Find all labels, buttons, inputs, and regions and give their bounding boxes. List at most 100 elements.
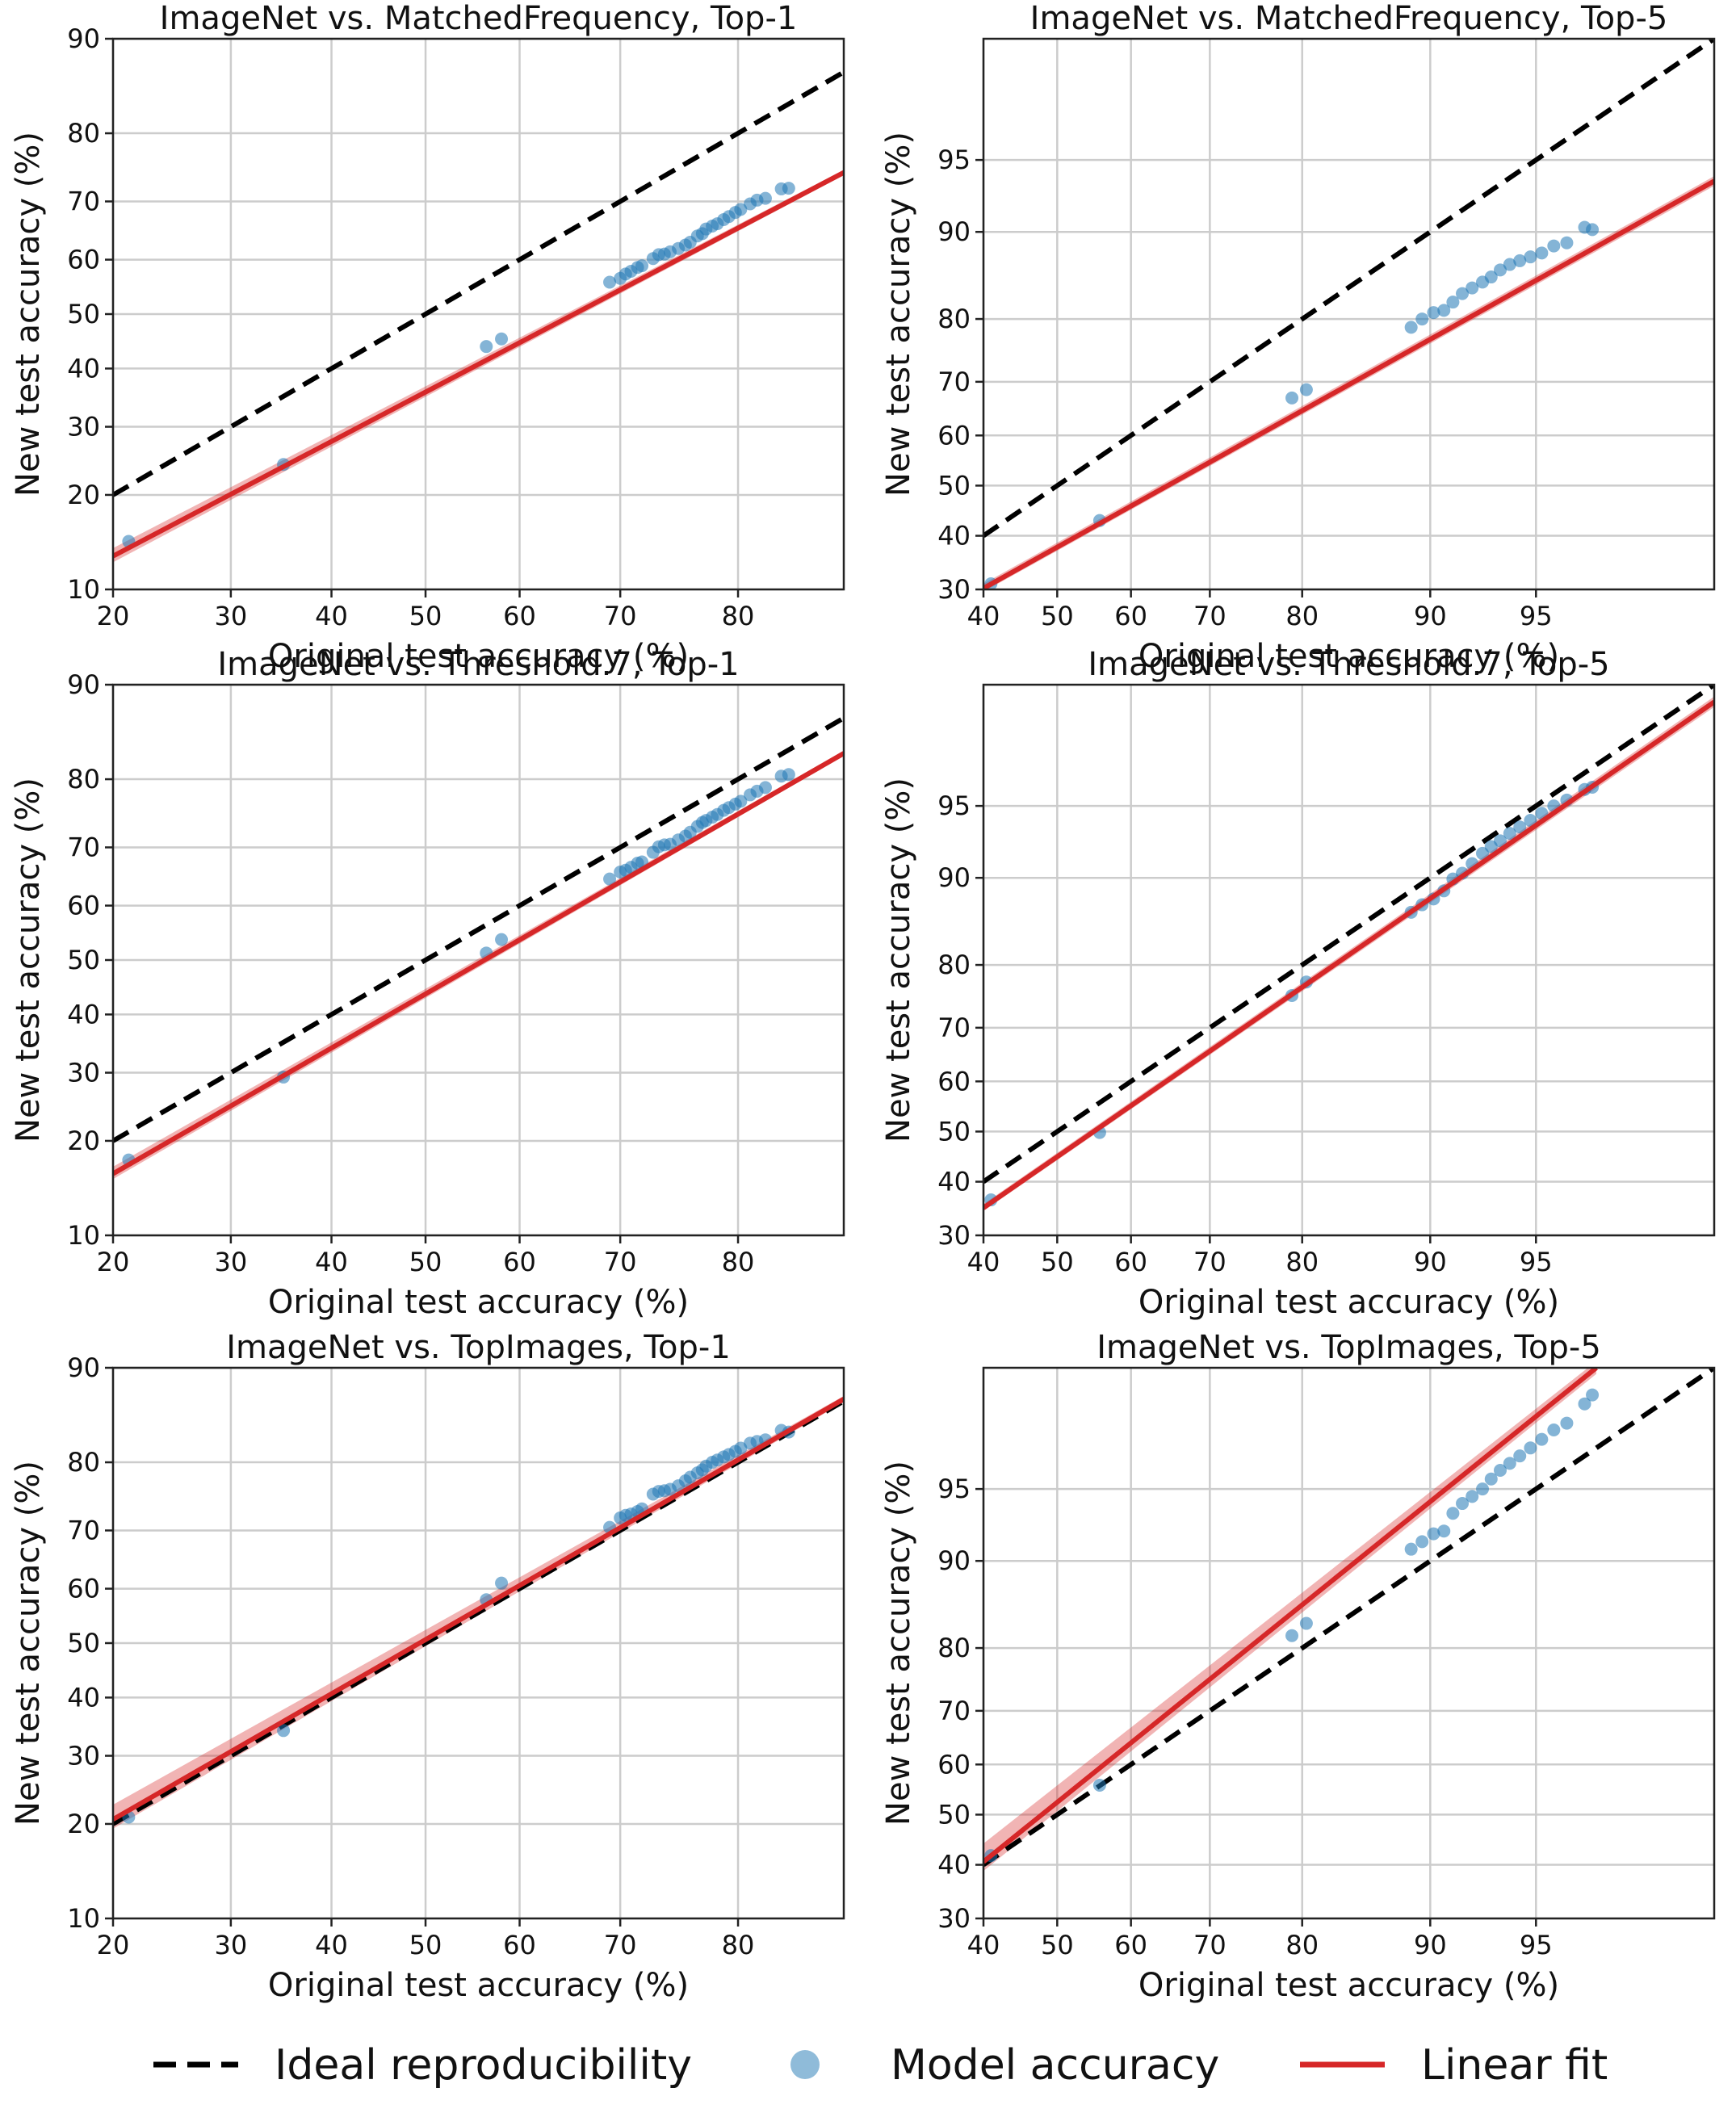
x-tick-label: 30: [215, 1247, 248, 1277]
x-tick-label: 50: [409, 1247, 442, 1277]
x-axis-label: Original test accuracy (%): [268, 638, 689, 675]
y-tick-label: 60: [67, 891, 100, 921]
gridlines: [982, 685, 1714, 1237]
model-accuracy-point: [1285, 1629, 1299, 1642]
y-tick-label: 10: [67, 1220, 100, 1251]
y-tick-label: 40: [937, 1167, 971, 1197]
x-tick-label: 70: [604, 1930, 637, 1960]
ideal-reproducibility-line: [983, 1368, 1714, 1868]
chart-title: ImageNet vs. MatchedFrequency, Top-1: [160, 0, 798, 37]
y-tick-label: 90: [67, 1352, 100, 1383]
y-tick-label: 95: [937, 145, 971, 175]
y-tick-label: 30: [937, 1903, 971, 1934]
x-tick-label: 80: [1285, 1247, 1319, 1277]
y-tick-label: 10: [67, 574, 100, 605]
legend-item: Linear fit: [1300, 2041, 1608, 2090]
gridlines: [982, 39, 1714, 591]
model-accuracy-point: [1524, 814, 1537, 828]
legend-label: Model accuracy: [891, 2041, 1219, 2090]
ideal-reproducibility-line: [113, 69, 844, 497]
y-tick-label: 80: [937, 1633, 971, 1663]
model-accuracy-point: [1503, 258, 1516, 271]
model-accuracy-point: [1456, 287, 1470, 300]
chart-panel-5: 20 30 40 50 60 70 80102030405060708090ImageNet…: [10, 1329, 845, 2004]
linear-fit-line: [983, 699, 1714, 1210]
model-accuracy-point: [1547, 239, 1561, 253]
x-tick-label: 90: [1414, 601, 1447, 631]
y-tick-label: 90: [67, 669, 100, 700]
x-tick-label: 50: [409, 601, 442, 631]
chart-title: ImageNet vs. Threshold.7, Top-1: [217, 646, 739, 683]
model-accuracy-point: [1586, 223, 1600, 237]
linear-fit-line: [113, 1397, 844, 1822]
model-accuracy-point: [1494, 834, 1507, 848]
linear-fit-line: [113, 170, 844, 559]
x-tick-label: 30: [215, 601, 248, 631]
x-tick-label: 40: [315, 1247, 348, 1277]
model-accuracy-point: [782, 768, 795, 782]
linear-fit-line: [983, 1368, 1598, 1864]
x-tick-label: 30: [215, 1930, 248, 1960]
legend-item: Model accuracy: [790, 2041, 1219, 2090]
x-tick-label: 40: [967, 1247, 1000, 1277]
y-tick-label: 40: [67, 999, 100, 1029]
y-axis-label: New test accuracy (%): [10, 778, 47, 1143]
x-tick-label: 40: [315, 601, 348, 631]
model-accuracy-point: [1476, 1482, 1490, 1496]
model-accuracy-point: [1484, 1472, 1498, 1486]
model-accuracy-point: [734, 795, 748, 808]
x-tick-label: 80: [1285, 601, 1319, 631]
legend-marker-icon: [790, 2050, 820, 2079]
y-tick-label: 30: [67, 1741, 100, 1771]
y-tick-label: 80: [67, 118, 100, 149]
chart-title: ImageNet vs. TopImages, Top-5: [1097, 1329, 1601, 1366]
y-tick-label: 70: [937, 1696, 971, 1726]
y-tick-label: 50: [67, 1628, 100, 1658]
y-tick-label: 30: [67, 1058, 100, 1088]
model-accuracy-point: [758, 781, 772, 795]
y-tick-label: 80: [67, 764, 100, 795]
x-tick-label: 70: [1193, 601, 1227, 631]
y-tick-label: 20: [67, 1809, 100, 1839]
chart-title: ImageNet vs. Threshold.7, Top-5: [1088, 646, 1609, 683]
model-accuracy-point: [782, 182, 795, 195]
model-accuracy-point: [1427, 306, 1440, 320]
x-tick-label: 40: [967, 1930, 1000, 1960]
y-axis-label: New test accuracy (%): [10, 1461, 47, 1826]
y-tick-label: 60: [937, 1066, 971, 1096]
chart-title: ImageNet vs. MatchedFrequency, Top-5: [1030, 0, 1668, 37]
y-tick-label: 70: [67, 186, 100, 216]
model-accuracy-point: [1513, 254, 1527, 267]
model-accuracy-point: [495, 1576, 509, 1590]
model-accuracy-point: [1513, 820, 1527, 834]
plot-area: [983, 39, 1714, 589]
model-accuracy-point: [1513, 1449, 1527, 1463]
x-tick-label: 60: [503, 1247, 536, 1277]
model-accuracy-point: [1466, 281, 1479, 295]
axes-frame: [982, 37, 1716, 591]
model-accuracy-point: [1437, 1524, 1451, 1538]
model-accuracy-point: [1427, 1527, 1440, 1541]
model-accuracy-point: [1446, 1507, 1460, 1520]
model-accuracy-point: [1446, 296, 1460, 309]
model-accuracy-point: [1299, 1616, 1313, 1630]
x-tick-label: 60: [1114, 1247, 1147, 1277]
model-accuracy-point: [1586, 1388, 1600, 1402]
model-accuracy-point: [734, 203, 748, 216]
y-tick-label: 60: [937, 1749, 971, 1780]
x-tick-label: 70: [604, 601, 637, 631]
y-tick-label: 70: [67, 1515, 100, 1545]
linear-fit-line: [113, 751, 844, 1176]
model-accuracy-point: [495, 933, 509, 946]
legend: Ideal reproducibility Model accuracy Linea…: [153, 2041, 1608, 2090]
x-tick-label: 95: [1520, 1930, 1553, 1960]
model-accuracy-point: [1466, 1490, 1479, 1503]
y-tick-label: 90: [937, 216, 971, 247]
y-tick-label: 50: [937, 470, 971, 501]
x-axis-label: Original test accuracy (%): [268, 1284, 689, 1321]
x-tick-label: 70: [604, 1247, 637, 1277]
y-axis-label: New test accuracy (%): [880, 132, 917, 497]
